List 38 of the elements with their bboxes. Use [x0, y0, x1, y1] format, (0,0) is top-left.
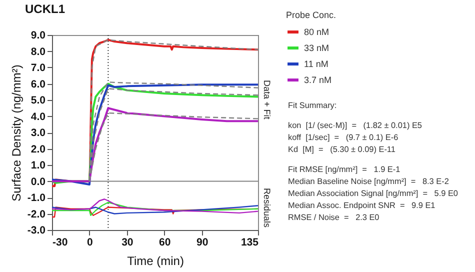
legend-label: 33 nM — [304, 43, 330, 53]
text: kon [1/ (sec·M)] = (1.82 ± 0.01) E5 — [288, 120, 423, 132]
y-tick-label: 1.0 — [30, 160, 46, 172]
legend-label: 3.7 nM — [304, 75, 332, 85]
text: RMSE / Noise = 2.3 E0 — [288, 212, 380, 224]
text: Median Assoc. Endpoint SNR = 9.9 E1 — [288, 200, 436, 212]
x-tick-label: 135 — [240, 236, 259, 248]
y-tick-label: 4.0 — [30, 110, 46, 123]
y-tick-label: -2.0 — [27, 208, 46, 220]
text: Median Baseline Noise [ng/mm²] = 8.3 E-2 — [288, 176, 450, 188]
text: Median Association Signal [ng/mm²] = 5.9 E0 — [288, 188, 458, 200]
y-tick-label: 5.0 — [30, 94, 46, 106]
y-tick-label: 2.0 — [30, 143, 46, 156]
y-tick-label: 8.0 — [30, 46, 46, 58]
y-axis-title: Surface Density (ng/mm²) — [9, 64, 24, 202]
text: Data + Fit — [262, 80, 272, 120]
y-tick-label: 0.0 — [30, 176, 46, 188]
x-tick-label: 60 — [159, 236, 171, 248]
y-tick-label: 6.0 — [30, 78, 46, 90]
legend-title: Probe Conc. — [286, 10, 336, 20]
legend-label: 11 nM — [304, 59, 328, 69]
text: koff [1/sec] = (9.7 ± 0.1) E-6 — [288, 132, 400, 144]
x-tick-label: -30 — [52, 236, 68, 248]
legend-label: 80 nM — [304, 27, 330, 37]
chart-title: UCKL1 — [25, 2, 66, 16]
x-tick-label: 90 — [196, 236, 208, 248]
y-tick-label: -1.0 — [27, 192, 46, 204]
text: Fit RMSE [ng/mm²] = 1.9 E-1 — [288, 164, 402, 176]
y-tick-label: -3.0 — [27, 224, 46, 236]
x-tick-label: 30 — [122, 236, 134, 248]
text: Residuals — [262, 188, 272, 228]
x-tick-label: 0 — [87, 236, 94, 248]
y-tick-label: 7.0 — [30, 62, 46, 74]
text: Fit Summary: — [288, 100, 338, 112]
text: Kd [M] = (5.30 ± 0.09) E-11 — [288, 144, 396, 156]
x-axis-title: Time (min) — [127, 254, 184, 268]
y-tick-label: 3.0 — [30, 127, 46, 139]
y-tick-label: 9.0 — [30, 30, 46, 42]
